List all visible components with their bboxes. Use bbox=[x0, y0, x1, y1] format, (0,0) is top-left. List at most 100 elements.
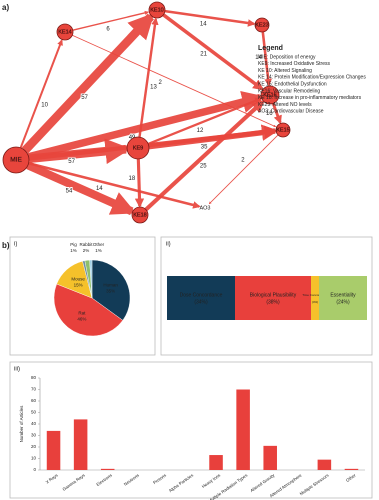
node-label: KE14 bbox=[58, 29, 71, 35]
legend-item: MIE: Deposition of energy bbox=[258, 54, 316, 60]
edge bbox=[19, 39, 63, 149]
segment-value-label: (4%) bbox=[312, 300, 318, 304]
node bbox=[260, 85, 280, 105]
bar bbox=[236, 389, 250, 470]
pie-label: Pig bbox=[70, 242, 77, 247]
pie-slice bbox=[89, 259, 93, 299]
x-tick-label: Neutrons bbox=[123, 473, 140, 487]
legend-item: KE 14: Protein Modification/Expression C… bbox=[258, 75, 366, 81]
edge-label: 16 bbox=[266, 111, 273, 117]
panel-label: ii) bbox=[166, 242, 171, 248]
edge-label: 2 bbox=[241, 158, 245, 164]
segment-label: Dose Concordance bbox=[180, 292, 223, 298]
edge bbox=[72, 34, 277, 128]
edge-label: 25 bbox=[200, 164, 207, 170]
legend-item: KE23: Altered NO levels bbox=[258, 102, 312, 108]
y-tick-label: 70 bbox=[31, 387, 37, 392]
panel-label: i) bbox=[14, 242, 17, 248]
pie-label: Rabbit bbox=[79, 242, 93, 247]
node bbox=[254, 17, 270, 33]
edge-label: 10 bbox=[41, 102, 48, 108]
edge bbox=[72, 10, 150, 31]
y-tick-label: 60 bbox=[31, 398, 37, 403]
node-label: KE18 bbox=[133, 212, 146, 218]
edge bbox=[162, 13, 264, 91]
bar bbox=[263, 445, 277, 470]
edge-label: 6 bbox=[106, 26, 110, 32]
pie-value-label: 1% bbox=[70, 248, 77, 253]
panel-box bbox=[160, 236, 373, 356]
node bbox=[131, 206, 149, 224]
pie-value-label: 46% bbox=[77, 317, 86, 322]
bar bbox=[317, 459, 332, 470]
x-tick-label: Alpha Particles bbox=[168, 473, 194, 494]
legend-item: KE9: Increased Oxidative Stress bbox=[258, 61, 330, 67]
edge bbox=[164, 9, 256, 27]
x-tick-label: X Rays bbox=[45, 473, 59, 485]
edge-label: 54 bbox=[66, 189, 73, 195]
edge-label: 18 bbox=[129, 176, 136, 182]
panel-box bbox=[9, 236, 156, 356]
y-tick-label: 30 bbox=[31, 433, 37, 438]
edge-label: 57 bbox=[68, 159, 75, 165]
edge bbox=[208, 134, 279, 205]
edge-label: 14 bbox=[200, 21, 207, 27]
edge-label: 35 bbox=[201, 144, 208, 150]
bar bbox=[46, 430, 61, 470]
panel-box bbox=[9, 361, 373, 499]
segment-value-label: (24%) bbox=[336, 299, 350, 305]
bar-segment bbox=[311, 276, 319, 320]
segment-label: Time Concordance bbox=[302, 293, 328, 297]
x-tick-label: Electrons bbox=[95, 473, 113, 487]
bar bbox=[73, 419, 88, 470]
pie-slice bbox=[91, 259, 131, 321]
pie-label: Rat bbox=[78, 311, 86, 316]
legend-item: AO3: Cardiovascular Disease bbox=[258, 109, 324, 115]
legend-item: KE 15: Endothelial Dysfunction bbox=[258, 82, 327, 88]
edge-label: 14 bbox=[96, 186, 103, 192]
legend-item: KE 10: Altered Signaling bbox=[258, 68, 312, 74]
segment-label: Essentiality bbox=[330, 292, 356, 298]
x-tick-label: Other bbox=[345, 472, 357, 483]
panel-label: a) bbox=[2, 3, 9, 12]
edge-label: 57 bbox=[81, 95, 88, 101]
segment-value-label: (38%) bbox=[266, 299, 280, 305]
edge bbox=[27, 91, 265, 161]
edge bbox=[28, 125, 278, 161]
y-tick-label: 20 bbox=[31, 444, 37, 449]
panel-label: iii) bbox=[14, 367, 20, 373]
bar bbox=[209, 455, 223, 470]
edge bbox=[26, 161, 137, 216]
edge bbox=[144, 100, 265, 212]
segment-label: Biological Plausibility bbox=[250, 292, 297, 298]
pie-label: Other bbox=[93, 242, 105, 247]
edge-label: 21 bbox=[200, 51, 207, 57]
edge bbox=[147, 97, 262, 145]
bar-segment bbox=[167, 276, 235, 320]
node-label: KE23 bbox=[255, 22, 268, 28]
node-label: KE16 bbox=[263, 92, 276, 98]
x-tick-label: Multiple Stressors bbox=[299, 473, 330, 497]
y-axis-label: Number of Articles bbox=[19, 405, 24, 443]
pie-value-label: 1% bbox=[95, 248, 102, 253]
x-tick-label: Protons bbox=[152, 473, 167, 486]
pie-slice bbox=[53, 283, 124, 337]
y-tick-label: 10 bbox=[31, 456, 37, 461]
legend-item: KE 18: Increase in pro-inflammatory medi… bbox=[258, 95, 362, 101]
bar-segment bbox=[319, 276, 367, 320]
edge-label: 12 bbox=[197, 128, 204, 134]
bar-segment bbox=[235, 276, 311, 320]
edge-label: 2 bbox=[159, 80, 163, 86]
y-tick-label: 50 bbox=[31, 410, 37, 415]
edge bbox=[134, 158, 145, 208]
legend-item: KE16: Vascular Remodeling bbox=[258, 88, 320, 94]
y-tick-label: 80 bbox=[31, 375, 37, 380]
node bbox=[126, 136, 150, 160]
bar bbox=[100, 468, 115, 470]
node-label: AO3 bbox=[199, 205, 210, 211]
x-tick-label: Gamma Rays bbox=[61, 473, 85, 492]
x-tick-label: Altered Gravity bbox=[249, 472, 276, 493]
node bbox=[2, 146, 30, 174]
node bbox=[275, 122, 291, 138]
